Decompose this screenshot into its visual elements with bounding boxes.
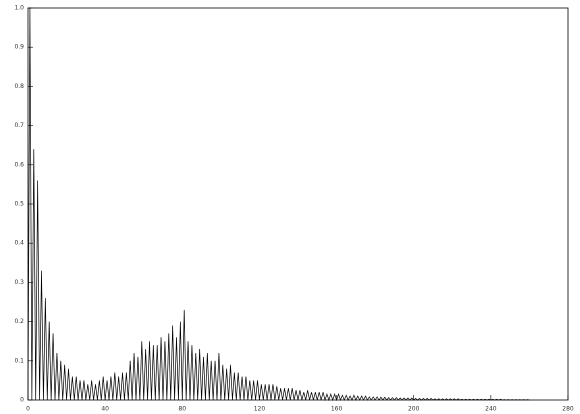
x-tick-label: 80 bbox=[178, 406, 186, 413]
y-tick-label: 0.9 bbox=[14, 44, 24, 51]
y-tick-label: 0.8 bbox=[14, 83, 24, 90]
line-series bbox=[27, 7, 530, 402]
y-tick-label: 0.7 bbox=[14, 122, 24, 129]
x-tick-label: 280 bbox=[562, 406, 574, 413]
y-tick-label: 1.0 bbox=[14, 5, 24, 12]
y-tick-label: 0.4 bbox=[14, 240, 24, 247]
x-tick-label: 240 bbox=[485, 406, 497, 413]
x-tick-label: 0 bbox=[26, 406, 30, 413]
x-tick-label: 40 bbox=[101, 406, 109, 413]
plot-frame bbox=[27, 7, 569, 401]
x-tick-label: 120 bbox=[254, 406, 266, 413]
y-tick-label: 0.5 bbox=[14, 201, 24, 208]
x-tick-label: 160 bbox=[331, 406, 343, 413]
y-tick-label: 0.2 bbox=[14, 318, 24, 325]
y-tick-label: 0.6 bbox=[14, 161, 24, 168]
y-tick-label: 0 bbox=[20, 397, 24, 404]
x-tick-label: 200 bbox=[408, 406, 420, 413]
y-tick-label: 0.3 bbox=[14, 279, 24, 286]
y-tick-label: 0.1 bbox=[14, 357, 24, 364]
